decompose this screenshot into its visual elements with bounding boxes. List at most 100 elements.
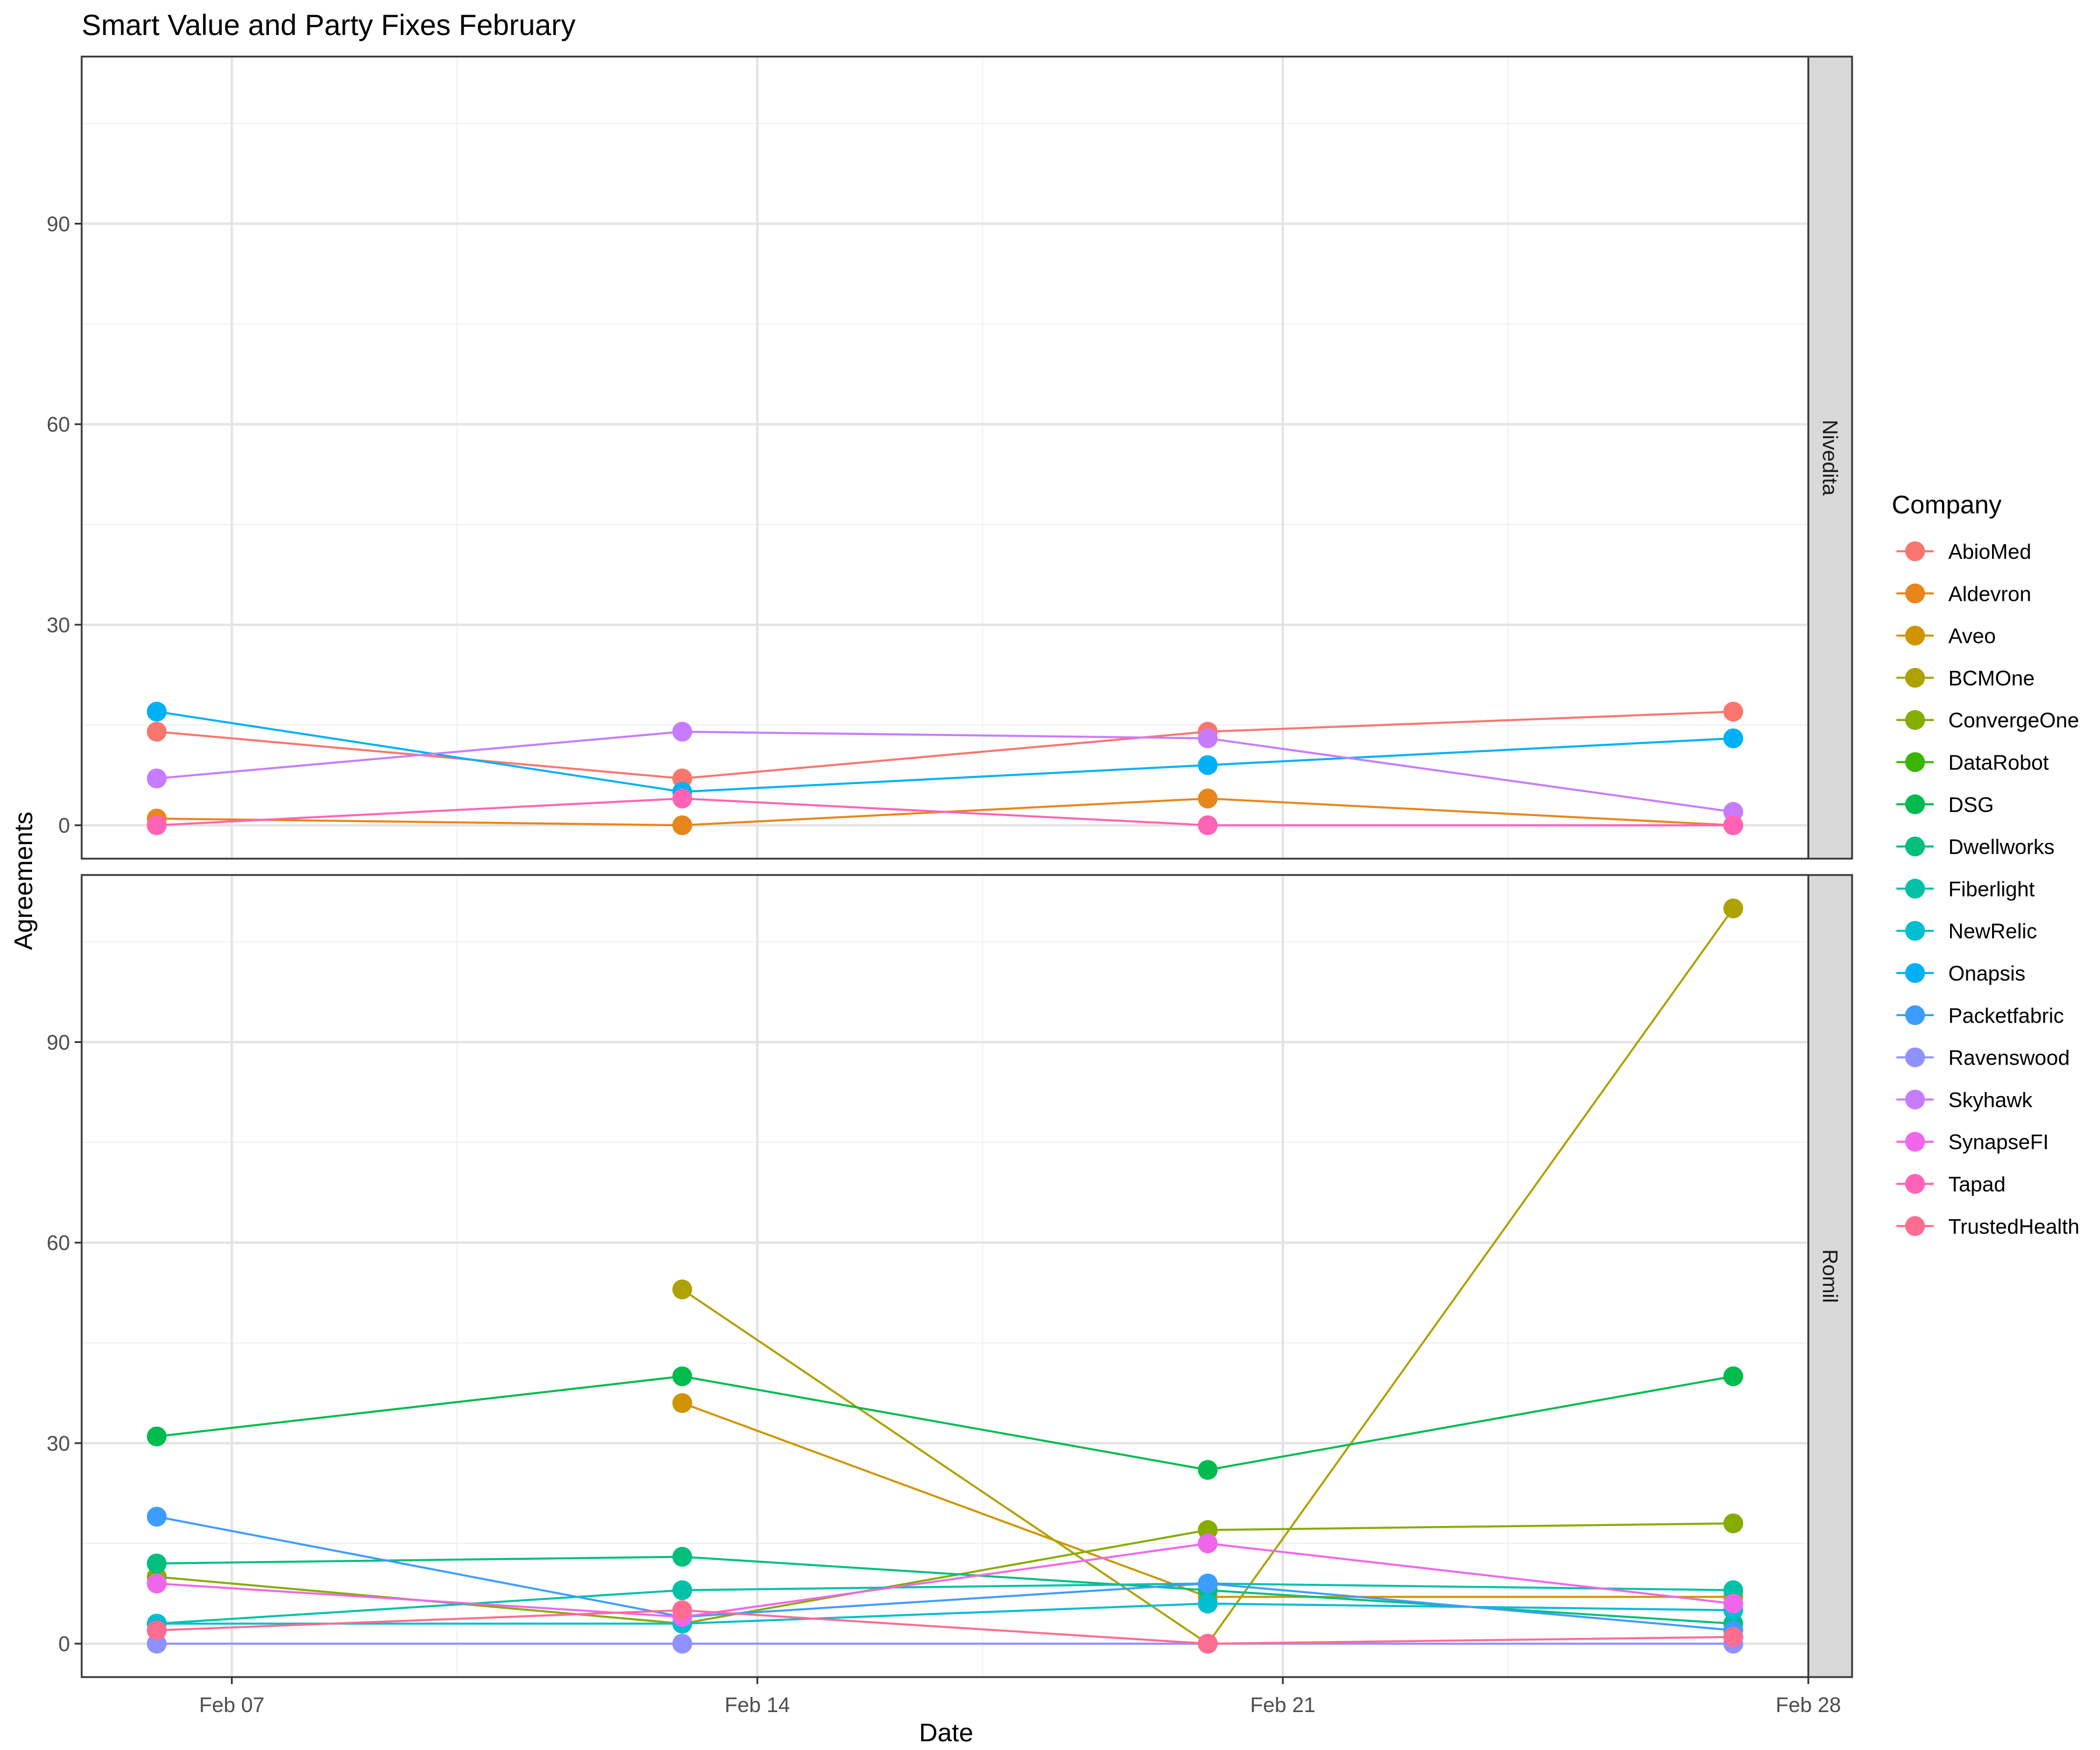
- legend-entry-newrelic: NewRelic: [1896, 919, 2037, 943]
- data-point-abiomed: [146, 722, 167, 742]
- legend-key-point: [1905, 625, 1925, 646]
- legend-key-point: [1905, 1132, 1925, 1152]
- legend: AbioMed Aldevron Aveo BCMOne ConvergeOne Data…: [1896, 540, 2080, 1238]
- y-tick-label: 90: [47, 1030, 70, 1054]
- legend-key-point: [1905, 921, 1925, 941]
- data-point-skyhawk: [672, 722, 692, 742]
- y-tick-label: 30: [47, 613, 70, 637]
- panel-nivedita: 0 30 60 90 Nivedita: [47, 55, 1853, 860]
- legend-key-point: [1905, 1047, 1925, 1068]
- data-point-newrelic: [1198, 1593, 1218, 1614]
- data-point-dsg: [672, 1366, 692, 1387]
- data-point-dwellworks: [146, 1553, 167, 1574]
- legend-entry-bcmone: BCMOne: [1896, 666, 2035, 690]
- legend-key-point: [1905, 752, 1925, 772]
- series-line-tapad: [156, 797, 1734, 827]
- data-point-synapsefi: [1723, 1593, 1744, 1614]
- legend-entry-dsg: DSG: [1896, 793, 1994, 817]
- legend-key-point: [1905, 710, 1925, 730]
- data-point-skyhawk: [1198, 728, 1218, 748]
- legend-entry-onapsis: Onapsis: [1896, 961, 2025, 985]
- x-tick-label: Feb 14: [724, 1693, 790, 1717]
- data-point-tapad: [1198, 815, 1218, 835]
- legend-key-point: [1905, 1216, 1925, 1236]
- data-point-dwellworks: [672, 1546, 692, 1567]
- data-point-packetfabric: [146, 1507, 167, 1527]
- legend-entry-convergeone: ConvergeOne: [1896, 708, 2079, 732]
- series-line-synapsefi: [156, 1542, 1734, 1618]
- data-point-onapsis: [1723, 728, 1744, 748]
- facet-strip: [1807, 55, 1853, 860]
- legend-key-point: [1905, 836, 1925, 857]
- legend-key-point: [1905, 583, 1925, 604]
- legend-label: Dwellworks: [1948, 835, 2054, 859]
- plot-layer: 0 30 60 90 Nivedita 0 30 60 90 Romil Feb 07 Feb 14 F…: [47, 55, 1853, 1717]
- legend-key-point: [1905, 1174, 1925, 1194]
- series-line-onapsis: [156, 710, 1734, 793]
- data-point-aveo: [672, 1393, 692, 1413]
- legend-label: NewRelic: [1948, 919, 2037, 943]
- facet-strip-label: Nivedita: [1818, 419, 1842, 496]
- data-point-fiberlight: [672, 1580, 692, 1601]
- data-point-tapad: [1723, 815, 1744, 835]
- legend-entry-datarobot: DataRobot: [1896, 751, 2049, 775]
- legend-entry-skyhawk: Skyhawk: [1896, 1088, 2033, 1112]
- panel-background: [82, 57, 1808, 859]
- series-line-trustedhealth: [156, 1609, 1734, 1645]
- data-point-packetfabric: [1198, 1573, 1218, 1594]
- data-point-aldevron: [1198, 788, 1218, 808]
- chart-title: Smart Value and Party Fixes February: [82, 9, 576, 41]
- legend-entry-fiberlight: Fiberlight: [1896, 877, 2035, 901]
- legend-label: Ravenswood: [1948, 1046, 2070, 1070]
- data-point-trustedhealth: [146, 1620, 167, 1640]
- data-point-synapsefi: [146, 1573, 167, 1594]
- facet-strip: [1807, 874, 1853, 1678]
- data-point-abiomed: [1723, 701, 1744, 722]
- series-line-dsg: [156, 1375, 1734, 1471]
- legend-entry-aldevron: Aldevron: [1896, 582, 2031, 606]
- data-point-tapad: [672, 788, 692, 808]
- legend-key-point: [1905, 794, 1925, 814]
- legend-key-point: [1905, 667, 1925, 688]
- panel-background: [82, 875, 1808, 1677]
- series-line-fiberlight: [156, 1582, 1734, 1625]
- y-tick-label: 0: [58, 814, 70, 838]
- legend-entry-ravenswood: Ravenswood: [1896, 1046, 2070, 1070]
- data-point-aldevron: [672, 815, 692, 835]
- legend-key-point: [1905, 878, 1925, 899]
- data-point-tapad: [146, 815, 167, 835]
- x-tick-label: Feb 28: [1776, 1693, 1841, 1717]
- data-point-trustedhealth: [1198, 1633, 1218, 1654]
- legend-label: SynapseFI: [1948, 1130, 2049, 1154]
- legend-label: Aveo: [1948, 624, 1996, 648]
- y-tick-label: 0: [58, 1632, 70, 1656]
- legend-label: Onapsis: [1948, 961, 2025, 985]
- data-point-ravenswood: [672, 1633, 692, 1654]
- y-tick-label: 60: [47, 412, 70, 436]
- legend-entry-packetfabric: Packetfabric: [1896, 1003, 2064, 1027]
- legend-label: TrustedHealth: [1948, 1214, 2080, 1238]
- legend-key-point: [1905, 963, 1925, 983]
- y-tick-label: 60: [47, 1231, 70, 1255]
- data-point-trustedhealth: [1723, 1627, 1744, 1647]
- legend-label: AbioMed: [1948, 540, 2031, 564]
- legend-entry-dwellworks: Dwellworks: [1896, 835, 2054, 859]
- y-axis-label: Agreements: [9, 811, 38, 950]
- data-point-skyhawk: [146, 768, 167, 789]
- legend-entry-synapsefi: SynapseFI: [1896, 1130, 2049, 1154]
- legend-key-point: [1905, 541, 1925, 561]
- x-tick-label: Feb 21: [1250, 1693, 1315, 1717]
- legend-title: Company: [1892, 491, 2001, 519]
- data-point-onapsis: [146, 701, 167, 722]
- data-point-bcmone: [1723, 898, 1744, 919]
- data-point-onapsis: [1198, 755, 1218, 775]
- legend-label: DSG: [1948, 793, 1994, 817]
- legend-entry-aveo: Aveo: [1896, 624, 1996, 648]
- data-point-synapsefi: [1198, 1533, 1218, 1553]
- panel-romil: 0 30 60 90 Romil Feb 07 Feb 14 Feb 21 Feb 28: [47, 874, 1853, 1717]
- data-point-dsg: [1723, 1366, 1744, 1387]
- legend-label: Skyhawk: [1948, 1088, 2033, 1112]
- data-point-convergeone: [1723, 1513, 1744, 1534]
- data-point-dsg: [1198, 1460, 1218, 1480]
